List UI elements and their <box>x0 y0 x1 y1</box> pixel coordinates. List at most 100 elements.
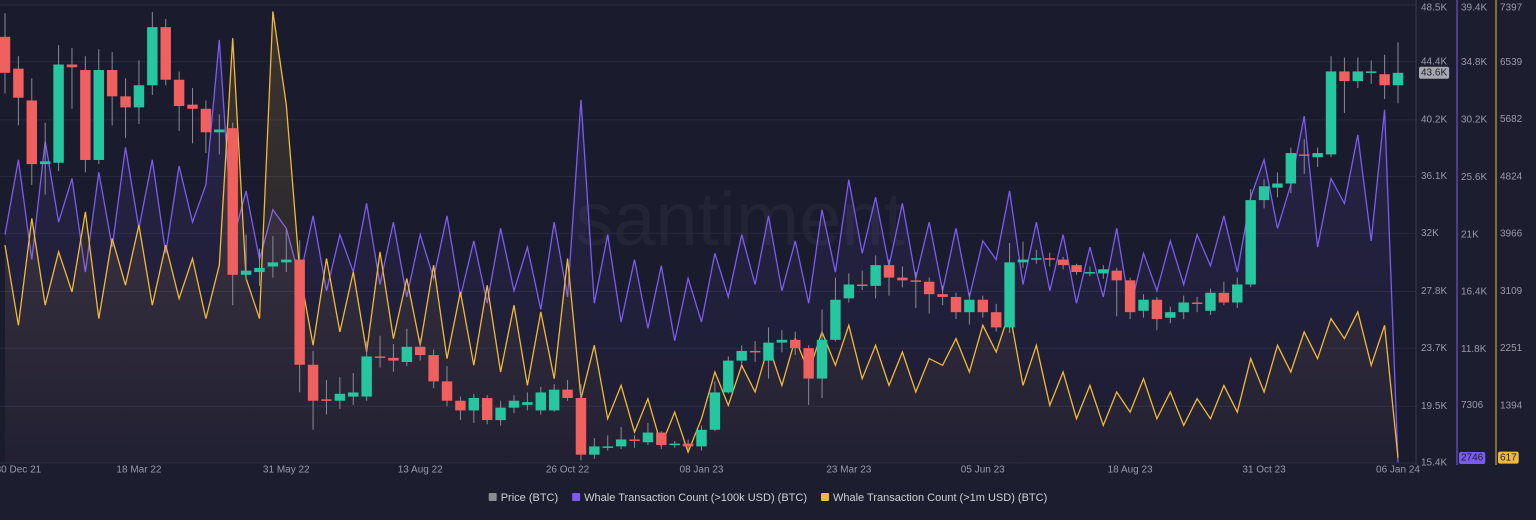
candle-body <box>535 392 546 411</box>
candle-body <box>80 70 91 160</box>
candle-body <box>964 299 975 313</box>
price-tick-label: 44.4K <box>1421 56 1447 67</box>
candle-body <box>307 364 319 401</box>
candle-body <box>1365 71 1377 73</box>
whale1m-tick-label: 5682 <box>1500 114 1523 125</box>
candle-body <box>187 104 198 109</box>
candle-body <box>133 85 145 108</box>
price-badge-text: 43.6K <box>1421 67 1447 78</box>
candle-body <box>656 432 667 446</box>
candle-body <box>575 397 587 455</box>
candle-body <box>0 36 11 73</box>
x-tick-label: 08 Jan 23 <box>680 465 724 476</box>
legend-item[interactable]: Price (BTC) <box>488 492 558 504</box>
legend-swatch <box>820 493 829 501</box>
candle-body <box>723 360 734 393</box>
legend-item[interactable]: Whale Transaction Count (>1m USD) (BTC) <box>820 492 1047 504</box>
candle-body <box>990 312 1002 328</box>
candle-body <box>481 397 493 421</box>
candle-body <box>897 277 908 281</box>
candle-body <box>1031 258 1042 260</box>
candle-body <box>428 355 439 382</box>
candle-body <box>1071 265 1082 273</box>
candle-body <box>388 357 399 361</box>
candle-body <box>857 284 868 287</box>
candle-body <box>749 350 761 353</box>
candle-body <box>1299 154 1310 156</box>
x-tick-label: 30 Dec 21 <box>0 465 42 476</box>
candle-body <box>1258 186 1270 201</box>
legend-label: Whale Transaction Count (>1m USD) (BTC) <box>833 492 1047 504</box>
last-value-badge-text: 2746 <box>1461 453 1484 464</box>
candle-body <box>374 356 386 358</box>
area <box>5 11 1398 463</box>
whale100k-tick-label: 21K <box>1461 229 1479 240</box>
candle-body <box>615 439 627 447</box>
candle-body <box>147 27 158 86</box>
candle-body <box>66 64 78 68</box>
legend-label: Whale Transaction Count (>100k USD) (BTC… <box>584 492 807 504</box>
candle-body <box>669 443 680 446</box>
price-tick-label: 23.7K <box>1421 343 1447 354</box>
candle-body <box>468 397 480 411</box>
candle-body <box>1218 292 1230 303</box>
candle-body <box>508 400 520 408</box>
candle-body <box>1138 299 1149 311</box>
candle-body <box>870 265 881 286</box>
candle-body <box>39 161 51 165</box>
candle-body <box>816 339 828 379</box>
candle-body <box>1004 262 1015 328</box>
candle-body <box>414 346 426 356</box>
x-tick-label: 05 Jun 23 <box>961 465 1005 476</box>
candle-body <box>776 339 788 343</box>
candle-body <box>883 265 895 278</box>
price-tick-label: 36.1K <box>1421 171 1447 182</box>
candle-body <box>1057 259 1069 266</box>
legend: Price (BTC) Whale Transaction Count (>100… <box>488 492 1047 504</box>
candle-body <box>106 70 118 97</box>
last-value-badge-text: 617 <box>1500 452 1517 463</box>
candle-body <box>522 402 533 405</box>
whale1m-tick-label: 2251 <box>1500 343 1523 354</box>
candle-body <box>495 407 506 421</box>
x-tick-label: 18 Aug 23 <box>1108 465 1153 476</box>
candle-body <box>709 392 721 430</box>
candle-body <box>1325 71 1337 155</box>
x-tick-label: 18 Mar 22 <box>116 465 161 476</box>
whale100k-tick-label: 25.6K <box>1461 172 1487 183</box>
candle-body <box>1245 200 1256 285</box>
candle-body <box>696 429 707 447</box>
x-tick-label: 31 Oct 23 <box>1242 465 1286 476</box>
candle-body <box>910 280 922 282</box>
x-tick-label: 13 Aug 22 <box>398 465 443 476</box>
candle-body <box>348 392 359 397</box>
candle-body <box>803 348 814 379</box>
candle-body <box>1352 71 1364 82</box>
line <box>4 11 1399 458</box>
candle-body <box>455 400 466 411</box>
whale1m-tick-label: 6539 <box>1500 57 1523 68</box>
candle-body <box>321 399 332 401</box>
whale1m-tick-label: 3109 <box>1500 286 1523 297</box>
price-badge: 43.6K <box>1419 66 1450 79</box>
candle-body <box>173 79 185 107</box>
whale100k-tick-label: 30.2K <box>1461 114 1487 125</box>
candle-body <box>629 439 640 441</box>
price-tick-label: 32K <box>1421 228 1439 239</box>
price-tick-label: 27.8K <box>1421 286 1447 297</box>
candle-body <box>923 281 935 295</box>
candle-body <box>441 381 453 401</box>
candle-body <box>937 294 948 297</box>
price-badge-bg <box>1419 66 1450 79</box>
candle-body <box>294 259 305 365</box>
last-value-badge: 2746 <box>1459 452 1486 464</box>
candle-body <box>26 100 38 165</box>
candle-body <box>361 356 372 397</box>
candle-body <box>240 270 252 275</box>
price-tick-label: 48.5K <box>1421 3 1447 14</box>
legend-item[interactable]: Whale Transaction Count (>100k USD) (BTC… <box>572 492 807 504</box>
candle-body <box>1272 183 1283 188</box>
candle-body <box>1205 292 1216 311</box>
last-value-badge-bg <box>1459 452 1486 464</box>
